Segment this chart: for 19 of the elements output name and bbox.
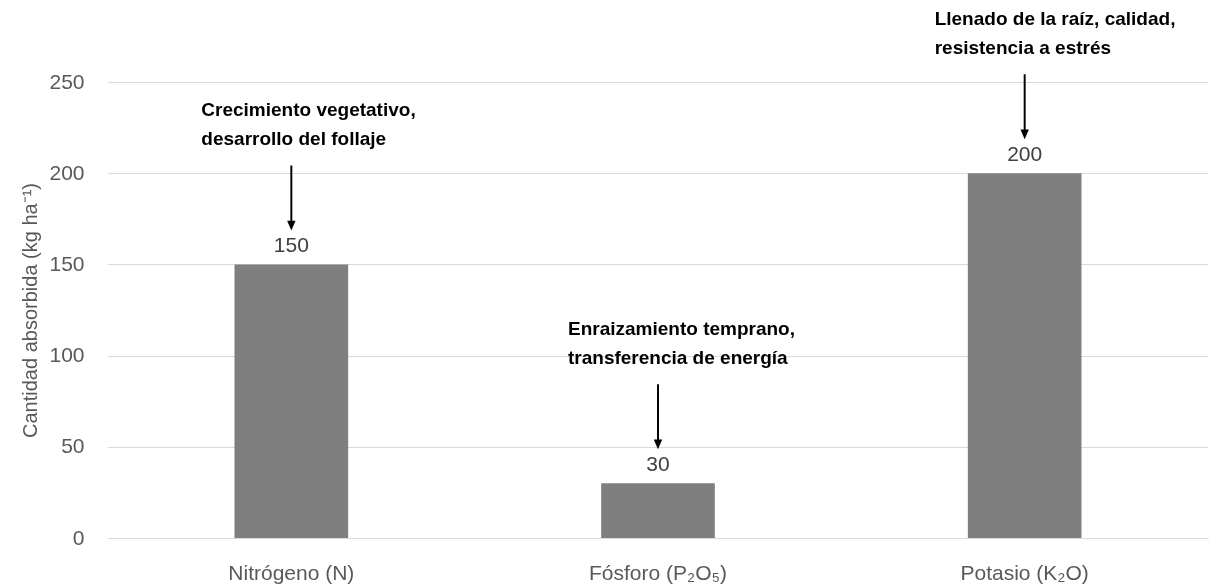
- y-tick-label: 200: [49, 160, 85, 184]
- y-tick-label: 100: [49, 343, 85, 367]
- bar: [967, 173, 1082, 538]
- x-tick-label: Potasio (K₂O): [960, 560, 1089, 584]
- data-label: 200: [1007, 142, 1043, 166]
- y-axis-title: Cantidad absorbida (kg ha⁻¹): [19, 183, 42, 438]
- data-label: 150: [273, 233, 309, 257]
- x-tick-label: Fósforo (P₂O₅): [589, 560, 727, 584]
- y-tick-label: 150: [49, 251, 85, 275]
- text: Llenado de la raíz, calidad, resistencia a estrés: [934, 8, 1176, 59]
- y-tick-label: 250: [49, 69, 85, 93]
- bar: [234, 264, 349, 538]
- bar: [601, 483, 715, 538]
- y-tick-label: 50: [61, 434, 85, 458]
- annotation: Enraizamiento temprano, transferencia de energía: [568, 318, 795, 369]
- x-tick-label: Nitrógeno (N): [228, 560, 355, 584]
- annotation: Crecimiento vegetativo, desarrollo del follaje: [201, 99, 416, 150]
- data-label: 30: [646, 452, 670, 476]
- y-tick-label: 0: [72, 525, 85, 549]
